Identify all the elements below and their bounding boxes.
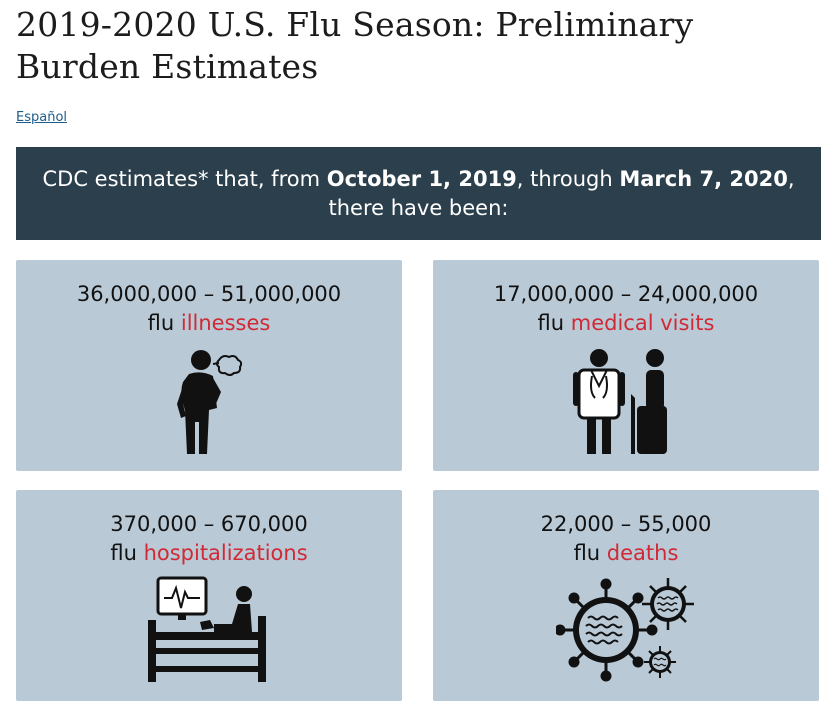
hospital-bed-icon xyxy=(148,576,266,682)
banner-text: , through xyxy=(516,167,620,191)
banner-text: there have been: xyxy=(328,196,509,220)
estimate-label: flu deaths xyxy=(573,541,679,565)
estimate-keyword: deaths xyxy=(606,541,679,565)
estimate-keyword: illnesses xyxy=(180,311,271,335)
banner-end-date: March 7, 2020 xyxy=(619,167,788,191)
virus-icon xyxy=(556,578,694,682)
estimate-range: 17,000,000 – 24,000,000 xyxy=(493,282,759,306)
estimate-label: flu medical visits xyxy=(537,311,715,335)
page-title: 2019-2020 U.S. Flu Season: Preliminary B… xyxy=(16,5,694,86)
estimate-label: flu illnesses xyxy=(147,311,271,335)
banner-start-date: October 1, 2019 xyxy=(326,167,517,191)
estimate-card-medical-visits: 17,000,000 – 24,000,000 flu medical visi… xyxy=(433,260,819,471)
estimate-card-hospitalizations: 370,000 – 670,000 flu hospitalizations xyxy=(16,490,402,701)
estimate-label: flu hospitalizations xyxy=(110,541,308,565)
doctor-patient-icon xyxy=(573,349,667,454)
estimate-range: 22,000 – 55,000 xyxy=(540,512,712,536)
estimate-keyword: medical visits xyxy=(570,311,715,335)
estimate-keyword: hospitalizations xyxy=(143,541,308,565)
estimate-card-deaths: 22,000 – 55,000 flu deaths xyxy=(433,490,819,701)
sick-person-icon xyxy=(177,350,243,454)
banner-text: CDC estimates* that, from xyxy=(42,167,327,191)
estimate-range: 36,000,000 – 51,000,000 xyxy=(76,282,342,306)
estimate-card-illnesses: 36,000,000 – 51,000,000 flu illnesses xyxy=(16,260,402,471)
estimate-banner: CDC estimates* that, from October 1, 201… xyxy=(16,147,821,240)
language-link-espanol[interactable]: Español xyxy=(16,110,68,125)
estimate-range: 370,000 – 670,000 xyxy=(110,512,308,536)
banner-text: , xyxy=(787,167,795,191)
